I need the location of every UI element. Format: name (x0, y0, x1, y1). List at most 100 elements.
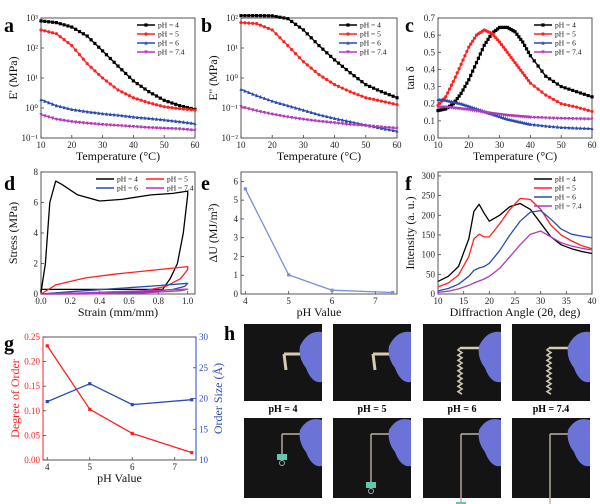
data-point (297, 25, 302, 29)
data-point (39, 113, 43, 117)
data-point (89, 65, 93, 69)
sample-strip (371, 352, 391, 371)
data-point (286, 44, 290, 48)
data-point (124, 71, 128, 76)
data-point (190, 451, 194, 455)
data-point (540, 123, 544, 128)
data-point (81, 57, 85, 61)
y-tick-label: 0.15 (24, 381, 40, 391)
panel-letter: d (4, 173, 15, 195)
data-point (70, 44, 74, 48)
legend-label: pH = 4 (158, 21, 179, 30)
data-point (108, 82, 112, 86)
data-point (243, 106, 247, 110)
data-point (317, 112, 321, 117)
data-point (174, 102, 178, 106)
panel-letter: e (201, 173, 210, 195)
data-point (368, 84, 372, 89)
data-point (74, 107, 78, 112)
data-point (457, 66, 461, 71)
data-point (54, 32, 59, 36)
data-point (348, 122, 352, 127)
legend-label: pH = 7.4 (555, 202, 582, 211)
data-point (548, 124, 552, 128)
data-point (301, 117, 305, 122)
y-tick-label: 150 (422, 230, 436, 240)
y-tick-label: 0 (431, 289, 436, 299)
data-point (447, 99, 452, 103)
data-point (297, 117, 302, 121)
binder-clip (456, 502, 466, 504)
y-tick-label: 0.10 (24, 406, 40, 416)
data-point (151, 92, 155, 96)
data-point (474, 60, 479, 65)
data-point (85, 109, 89, 114)
data-point (440, 108, 444, 112)
data-point (563, 125, 567, 130)
data-point (501, 25, 506, 30)
data-point (526, 50, 531, 54)
data-point (446, 98, 450, 103)
y-tick-label: 10¹ (226, 43, 238, 53)
data-point (559, 84, 563, 89)
data-point (449, 83, 454, 87)
data-point (582, 107, 586, 111)
data-point (124, 114, 128, 118)
panel-letter: c (405, 15, 414, 37)
data-point (313, 119, 317, 123)
x-tick-label: 7 (173, 462, 178, 472)
data-point (457, 94, 461, 98)
x-tick-label: 60 (588, 140, 598, 150)
y-tick-label: 6 (234, 176, 239, 186)
data-point (290, 19, 294, 24)
clip-ring (368, 488, 374, 494)
data-point (77, 108, 82, 113)
data-point (356, 123, 360, 128)
data-point (492, 33, 496, 38)
data-point (499, 42, 504, 47)
data-point (66, 106, 70, 111)
data-point (344, 88, 348, 92)
data-point (541, 32, 545, 36)
data-point (297, 106, 302, 111)
data-point (239, 14, 243, 18)
data-point (578, 106, 583, 110)
y-tick-label: 0.7 (424, 13, 436, 23)
data-point (364, 96, 368, 100)
data-point (463, 103, 467, 107)
data-point (251, 14, 255, 18)
data-point (193, 121, 197, 126)
sample-spring (456, 347, 464, 395)
data-point (586, 108, 590, 112)
data-point (74, 48, 78, 52)
data-point (93, 122, 97, 126)
data-point (590, 117, 594, 122)
data-point (81, 32, 85, 36)
data-point (50, 31, 55, 35)
legend: pH = 4pH = 5pH = 6pH = 7.4 (534, 21, 582, 57)
data-point (278, 101, 282, 105)
data-point (127, 75, 132, 79)
data-point (74, 120, 78, 125)
data-point (162, 98, 166, 102)
data-point (532, 122, 536, 127)
data-point (541, 50, 545, 54)
data-point (461, 88, 465, 92)
data-point (467, 104, 471, 108)
data-point (551, 97, 556, 102)
data-point (266, 111, 270, 116)
data-point (255, 93, 259, 98)
data-point (571, 125, 575, 130)
glove-hand (299, 419, 322, 467)
sample-strip (281, 433, 302, 454)
photo-caption: pH = 6 (447, 404, 476, 415)
data-point (278, 15, 282, 19)
data-point (333, 121, 337, 125)
data-point (255, 109, 259, 113)
photo-column: pH = 4 (244, 324, 322, 498)
data-point (447, 87, 452, 91)
data-point (395, 102, 399, 107)
data-point (116, 123, 120, 128)
data-point (93, 69, 97, 73)
legend-label: pH = 5 (360, 30, 381, 39)
